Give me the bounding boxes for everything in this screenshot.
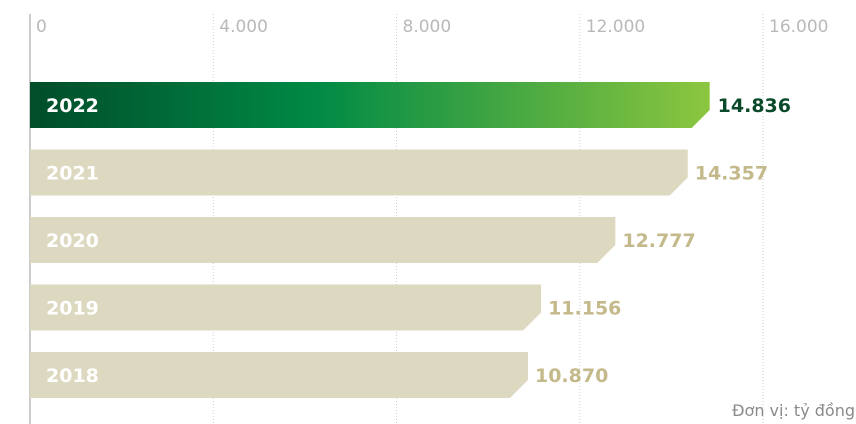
bar [30,352,528,398]
x-axis-ticks: 0 4.000 8.000 12.000 16.000 [36,17,828,37]
bars: 2022 14.836 2021 14.357 2020 12.777 2019 11.156… [30,82,791,398]
bar-category-label: 2022 [46,95,99,117]
bar-category-label: 2019 [46,298,99,320]
bar [30,149,688,196]
bar-category-label: 2018 [46,365,99,387]
bar-category-label: 2020 [46,230,99,252]
bar-category-label: 2021 [46,163,99,185]
bar [30,217,616,263]
bar-value-label: 10.870 [535,365,608,387]
bar-value-label: 11.156 [548,298,621,320]
bar-value-label: 14.836 [718,95,791,117]
bar-value-label: 14.357 [695,163,768,185]
bar-value-label: 12.777 [622,230,695,252]
x-tick-label: 0 [36,17,47,37]
x-tick-label: 16.000 [769,17,828,37]
bar [30,284,542,331]
x-tick-label: 12.000 [586,17,645,37]
bar-highlighted [30,82,710,128]
unit-label: Đơn vị: tỷ đồng [732,401,855,420]
x-tick-label: 4.000 [219,17,268,37]
x-tick-label: 8.000 [403,17,452,37]
